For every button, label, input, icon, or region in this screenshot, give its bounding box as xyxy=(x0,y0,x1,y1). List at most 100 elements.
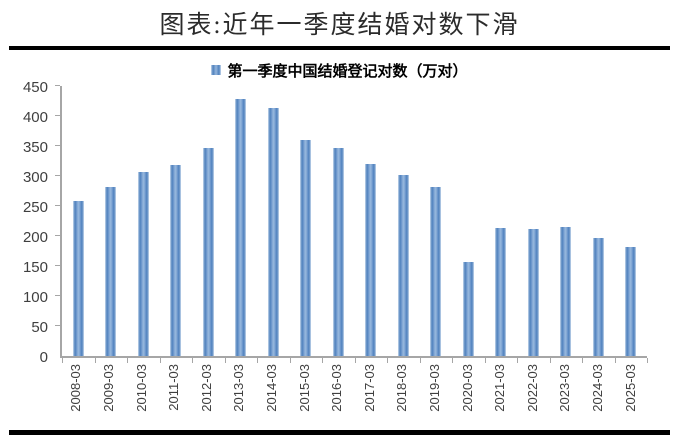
y-tick-mark xyxy=(55,85,60,86)
x-tick-mark xyxy=(452,358,453,363)
x-tick-mark xyxy=(387,358,388,363)
x-tick-mark xyxy=(127,358,128,363)
bar-slot-2012-03 xyxy=(192,86,225,356)
x-tick-label-2022-03: 2022-03 xyxy=(524,364,540,412)
y-tick-mark xyxy=(55,175,60,176)
bar-slot-2019-03 xyxy=(420,86,453,356)
x-tick-label-2019-03: 2019-03 xyxy=(427,364,442,412)
bar-2013-03 xyxy=(235,99,247,356)
x-tick-label-2017-03: 2017-03 xyxy=(361,364,377,412)
x-tick-mark xyxy=(192,358,193,363)
bar-2024-03 xyxy=(592,237,604,356)
bar-slot-2018-03 xyxy=(387,86,420,356)
y-tick-mark xyxy=(55,295,60,296)
y-tick-label-300: 300 xyxy=(22,169,48,186)
bottom-divider xyxy=(9,430,670,435)
x-tick-label-2021-03: 2021-03 xyxy=(492,364,508,412)
bar-slot-2025-03 xyxy=(615,86,648,356)
y-tick-mark xyxy=(55,265,60,266)
x-label-slot-2008-03: 2008-03 xyxy=(60,362,93,426)
top-divider xyxy=(9,46,670,50)
x-tick-label-2009-03: 2009-03 xyxy=(100,364,116,412)
legend-swatch-icon xyxy=(211,65,222,75)
x-tick-mark xyxy=(419,358,421,363)
x-label-slot-2021-03: 2021-03 xyxy=(484,362,517,426)
y-tick-label-100: 100 xyxy=(22,289,48,306)
bar-2011-03 xyxy=(170,165,182,356)
bar-2015-03 xyxy=(300,140,312,356)
bar-slot-2010-03 xyxy=(127,86,160,356)
bar-2023-03 xyxy=(560,227,572,356)
bar-slot-2013-03 xyxy=(225,86,258,356)
y-tick-label-150: 150 xyxy=(22,259,48,276)
y-tick-label-0: 0 xyxy=(39,349,48,366)
bar-2022-03 xyxy=(527,229,539,356)
bar-slot-2014-03 xyxy=(257,86,290,356)
y-tick-mark xyxy=(55,205,60,206)
bar-slot-2023-03 xyxy=(550,86,583,356)
bar-2021-03 xyxy=(495,228,507,356)
bar-slot-2022-03 xyxy=(517,86,550,356)
x-label-slot-2023-03: 2023-03 xyxy=(549,362,582,426)
x-tick-label-2011-03: 2011-03 xyxy=(166,364,182,411)
x-tick-label-2010-03: 2010-03 xyxy=(133,364,149,412)
bar-slot-2015-03 xyxy=(290,86,323,356)
x-label-slot-2022-03: 2022-03 xyxy=(517,362,550,426)
bar-2010-03 xyxy=(137,172,149,356)
plot-area xyxy=(55,85,648,363)
y-tick-label-400: 400 xyxy=(22,109,48,126)
x-tick-mark xyxy=(224,358,226,363)
x-tick-mark xyxy=(354,358,356,363)
x-tick-label-2015-03: 2015-03 xyxy=(296,364,312,412)
bar-slot-2017-03 xyxy=(355,86,388,356)
x-tick-label-2023-03: 2023-03 xyxy=(557,364,573,412)
bar-2025-03 xyxy=(625,247,637,356)
y-axis: 0 50 100 150 200 250 300 350 400 450 xyxy=(0,80,58,366)
x-label-slot-2024-03: 2024-03 xyxy=(582,362,615,426)
x-tick-mark xyxy=(517,358,518,363)
x-tick-mark xyxy=(94,358,96,363)
y-tick-mark xyxy=(55,235,60,236)
x-label-slot-2017-03: 2017-03 xyxy=(353,362,386,426)
bar-slot-2009-03 xyxy=(95,86,128,356)
x-tick-mark xyxy=(322,358,323,363)
y-tick-mark xyxy=(55,325,60,326)
x-label-slot-2015-03: 2015-03 xyxy=(288,362,321,426)
x-label-slot-2016-03: 2016-03 xyxy=(321,362,354,426)
bar-slot-2011-03 xyxy=(160,86,193,356)
y-tick-label-50: 50 xyxy=(31,319,48,336)
bar-2014-03 xyxy=(267,108,279,356)
bar-slot-2016-03 xyxy=(322,86,355,356)
x-tick-label-2018-03: 2018-03 xyxy=(394,364,410,412)
x-tick-mark xyxy=(582,358,583,363)
x-tick-label-2012-03: 2012-03 xyxy=(198,364,214,412)
x-tick-mark xyxy=(484,358,486,363)
x-tick-mark xyxy=(62,358,63,363)
chart-legend: 第一季度中国结婚登记对数（万对） xyxy=(0,61,679,80)
bar-2016-03 xyxy=(332,148,344,356)
y-tick-label-250: 250 xyxy=(22,199,48,216)
x-tick-label-2013-03: 2013-03 xyxy=(231,364,247,412)
x-tick-label-2016-03: 2016-03 xyxy=(329,364,345,412)
x-tick-label-2014-03: 2014-03 xyxy=(263,364,279,412)
x-tick-mark xyxy=(614,358,616,363)
y-tick-mark xyxy=(55,145,60,146)
x-label-slot-2011-03: 2011-03 xyxy=(158,362,191,426)
x-tick-mark xyxy=(289,358,291,363)
bar-slot-2024-03 xyxy=(582,86,615,356)
x-label-slot-2013-03: 2013-03 xyxy=(223,362,256,426)
legend-label: 第一季度中国结婚登记对数（万对） xyxy=(227,62,468,80)
x-label-slot-2025-03: 2025-03 xyxy=(614,362,647,426)
x-tick-mark xyxy=(549,358,551,363)
x-tick-label-2025-03: 2025-03 xyxy=(622,364,638,412)
y-tick-label-450: 450 xyxy=(22,79,48,96)
chart-title: 图表:近年一季度结婚对数下滑 xyxy=(159,12,520,39)
bar-2019-03 xyxy=(430,187,442,356)
bar-chart: 0 50 100 150 200 250 300 350 400 450 2008-03 2009-… xyxy=(0,80,679,426)
bar-slot-2020-03 xyxy=(452,86,485,356)
x-tick-label-2020-03: 2020-03 xyxy=(459,364,475,412)
x-label-slot-2010-03: 2010-03 xyxy=(125,362,158,426)
x-tick-mark xyxy=(257,358,258,363)
bar-2020-03 xyxy=(462,262,474,356)
bar-2018-03 xyxy=(397,174,409,356)
